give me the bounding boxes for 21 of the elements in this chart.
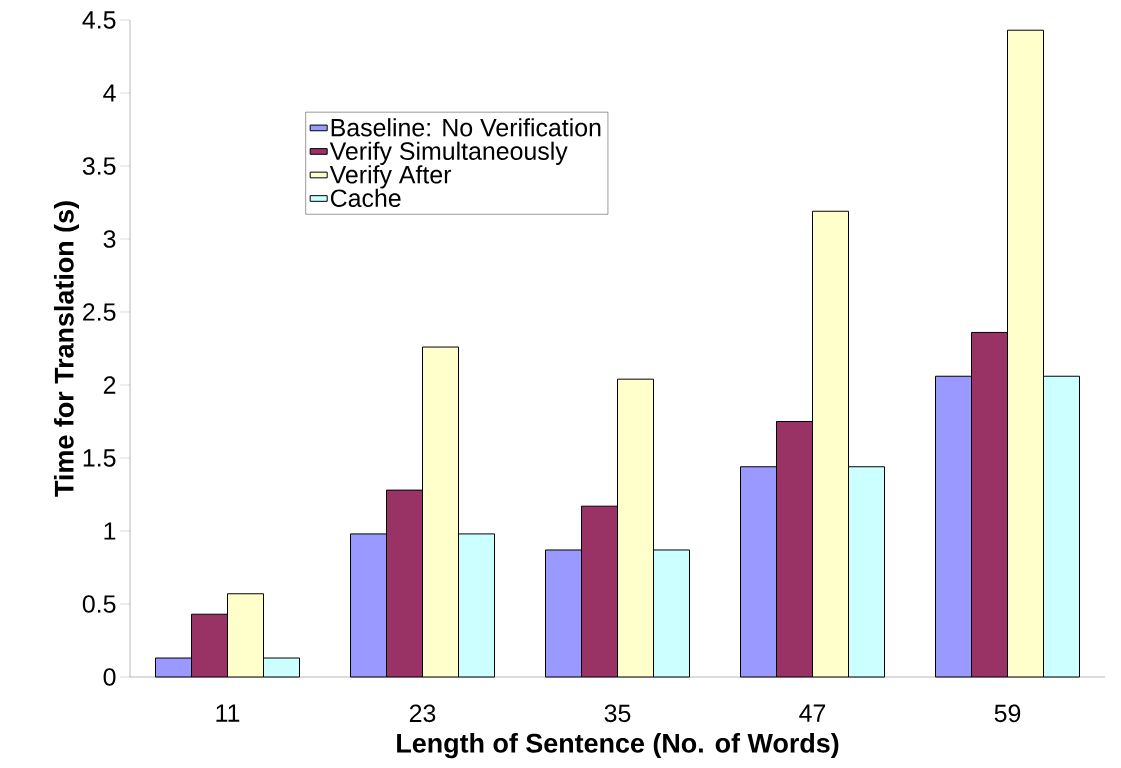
x-tick-label: 59 — [994, 704, 1021, 723]
y-tick-label: 4 — [103, 84, 116, 102]
y-tick-label: 1 — [104, 522, 116, 540]
y-tick-label: 2.5 — [83, 303, 116, 321]
x-tick-label: 35 — [604, 704, 631, 723]
x-axis-title: Length of Sentence (No. of Words) — [397, 732, 839, 759]
y-tick-label: 2 — [103, 376, 116, 394]
y-tick-label: 0.5 — [82, 595, 116, 613]
legend-label: Cache — [330, 188, 401, 208]
legend-label: Verify Simultaneously — [329, 141, 568, 165]
x-tick-label: 11 — [216, 704, 240, 722]
y-tick-label: 4.5 — [82, 11, 116, 29]
y-axis-title: Time for Translation (s) — [53, 201, 80, 497]
legend-label: Baseline: No Verification — [331, 118, 601, 137]
y-tick-label: 1.5 — [83, 449, 116, 467]
x-tick-label: 47 — [799, 704, 826, 722]
y-tick-label: 3 — [103, 230, 116, 248]
x-tick-label: 23 — [409, 704, 436, 723]
legend-label: Verify After — [329, 165, 452, 189]
y-tick-label: 0 — [103, 668, 116, 686]
y-tick-label: 3.5 — [82, 157, 116, 175]
